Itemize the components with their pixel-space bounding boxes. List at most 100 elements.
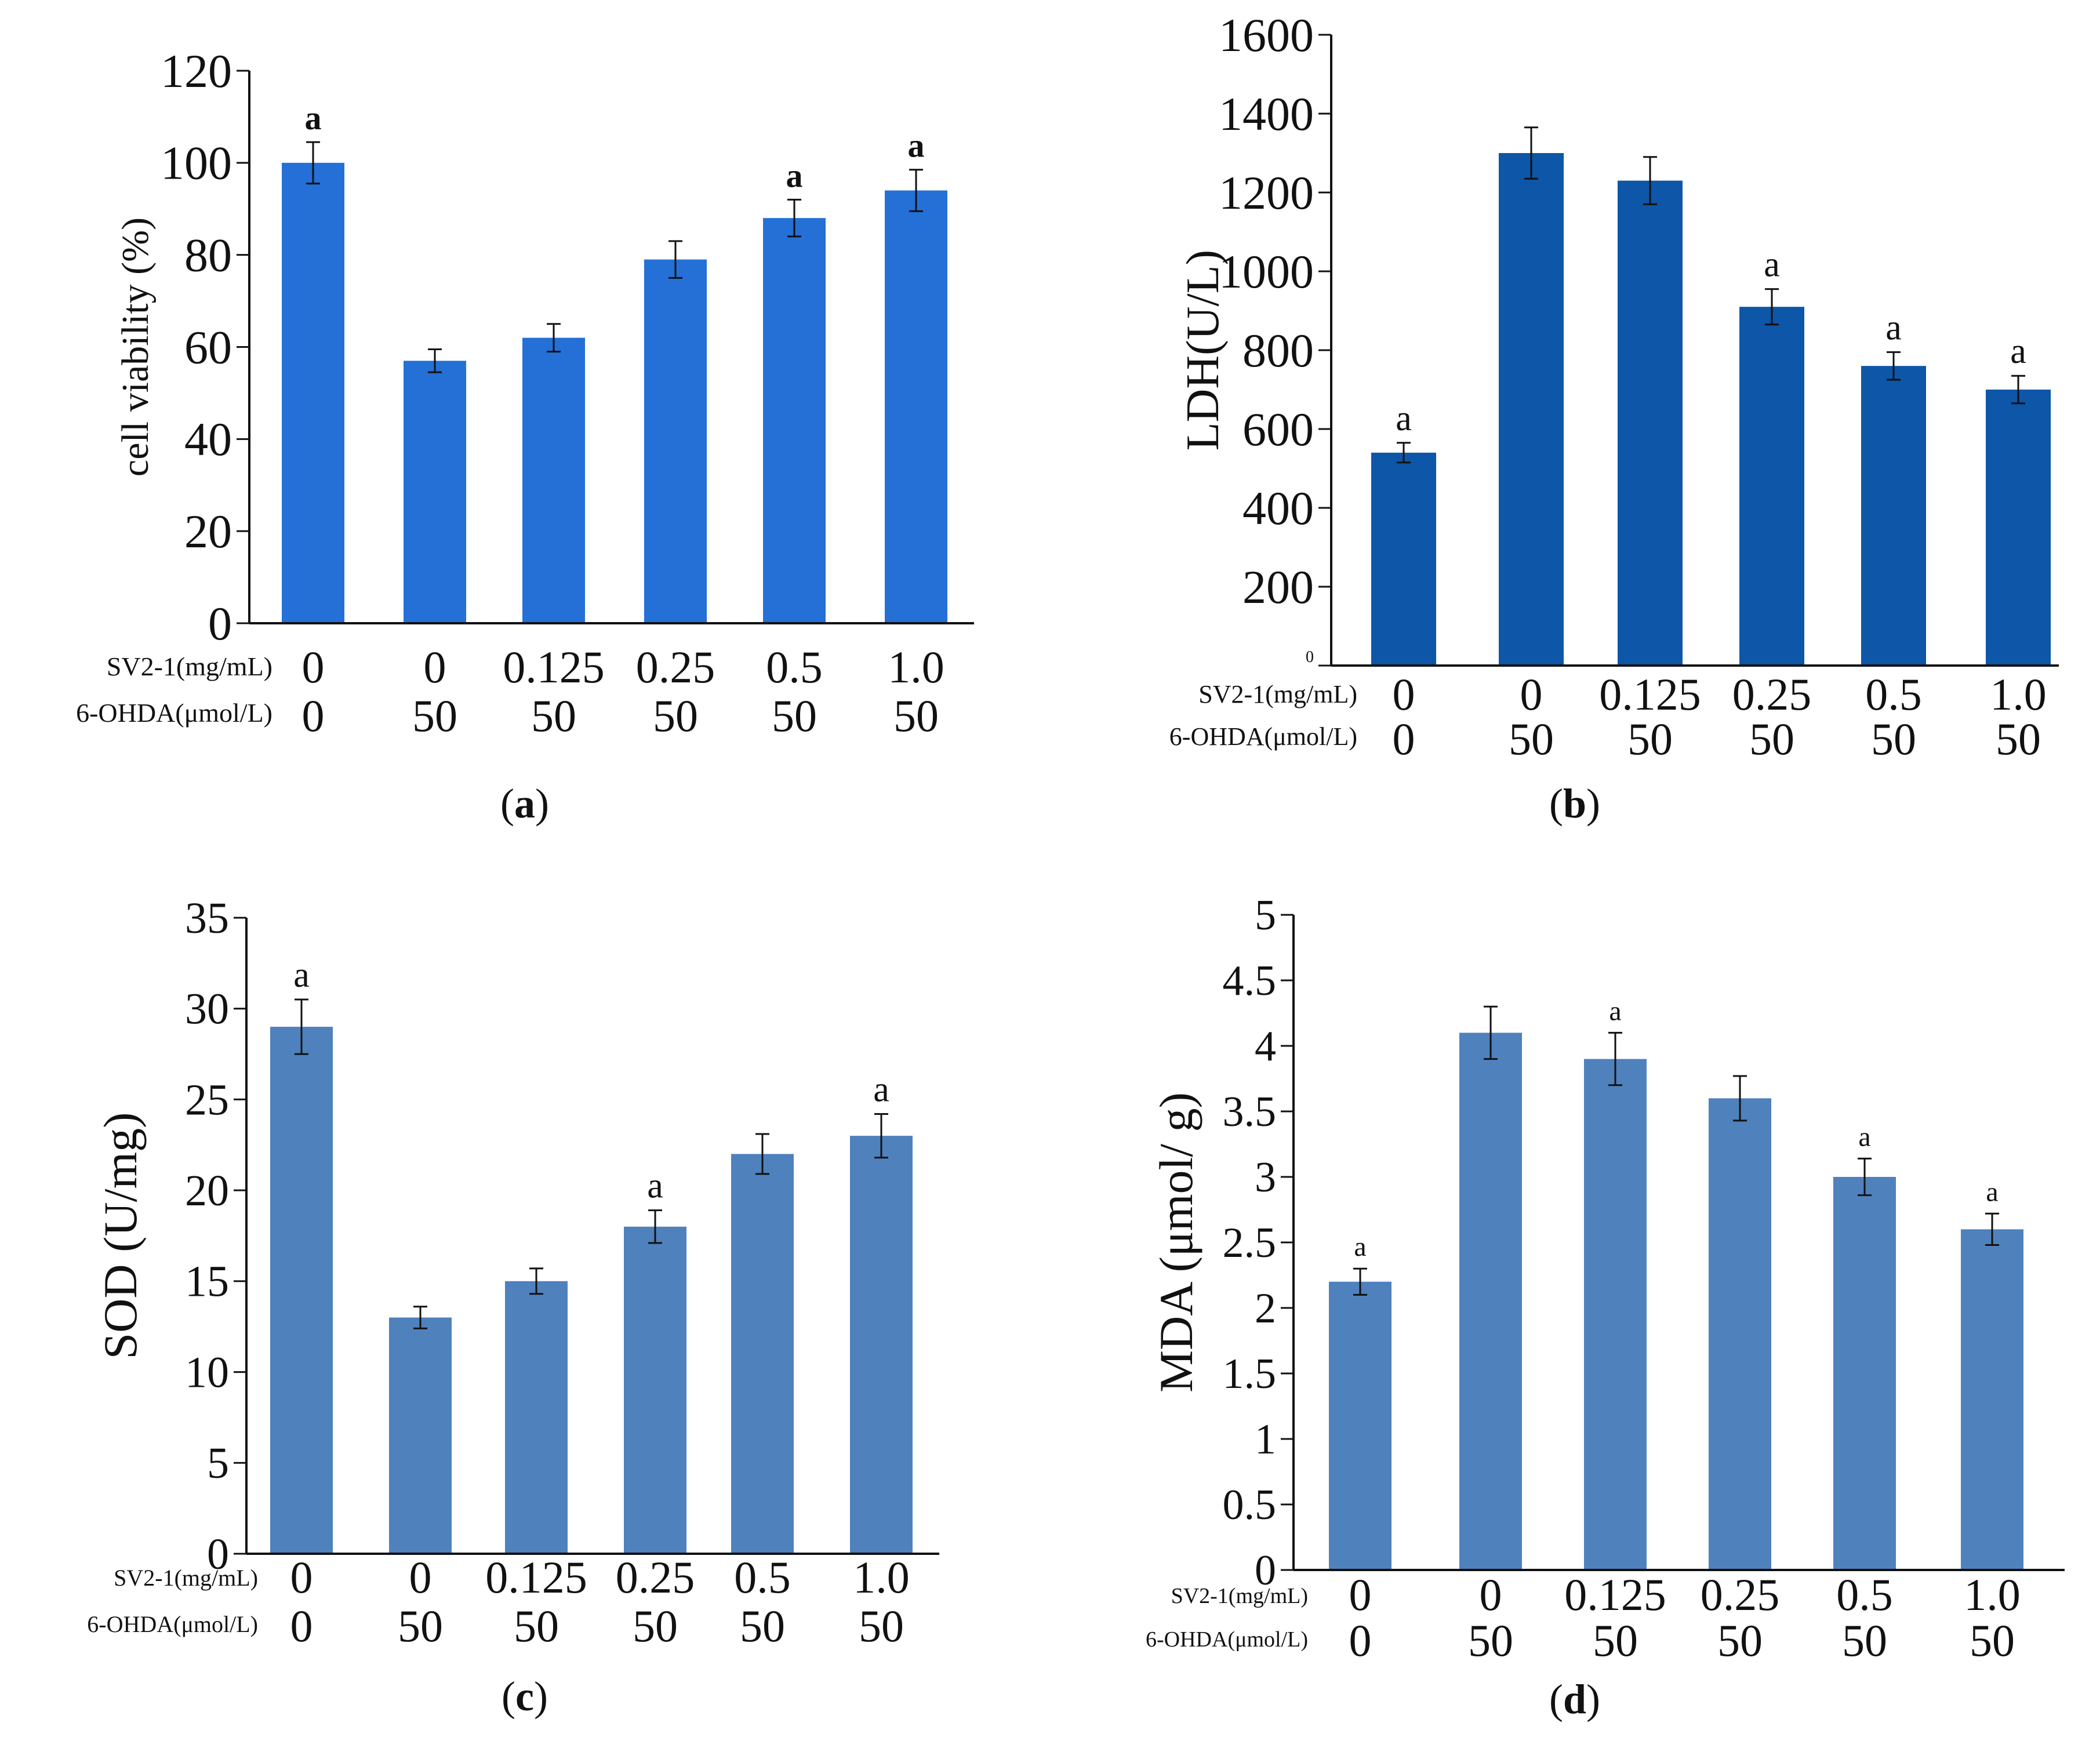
category-sv2-b-1: 0 xyxy=(1520,669,1543,719)
bar-d-1 xyxy=(1459,1033,1522,1570)
chart-panel-b: a a a a 0 200 400 600 800 1000 1200 1400 1600 LDH(U/L… xyxy=(1050,0,2100,870)
row-label-6ohda-d: 6-OHDA(μmol/L) xyxy=(1146,1627,1308,1652)
y-tick-label-b-1: 200 xyxy=(1242,561,1314,613)
y-tick-label-a-4: 80 xyxy=(184,229,232,282)
significance-label-d-2: a xyxy=(1609,995,1621,1026)
y-tick-label-b-5: 1000 xyxy=(1219,245,1314,298)
y-tick-label-d-1: 0.5 xyxy=(1223,1481,1277,1529)
y-tick-label-d-2: 1 xyxy=(1255,1416,1276,1463)
significance-label-c-5: a xyxy=(873,1070,889,1110)
category-sv2-b-2: 0.125 xyxy=(1599,669,1701,719)
category-6ohda-c-1: 50 xyxy=(398,1601,443,1651)
category-6ohda-c-5: 50 xyxy=(859,1601,904,1651)
bar-b-5 xyxy=(1986,390,2051,666)
bar-c-1 xyxy=(389,1317,452,1554)
y-tick-label-d-6: 3 xyxy=(1255,1154,1276,1201)
panel-label-b: (b) xyxy=(1549,780,1600,827)
bar-d-2 xyxy=(1584,1059,1647,1570)
significance-label-b-3: a xyxy=(1764,245,1780,285)
bar-b-4 xyxy=(1861,366,1926,666)
category-6ohda-d-1: 50 xyxy=(1468,1615,1513,1666)
y-tick-label-b-0: 0 xyxy=(1306,648,1314,666)
significance-label-b-4: a xyxy=(1885,308,1902,347)
significance-label-c-0: a xyxy=(293,955,310,995)
y-tick-label-b-7: 1400 xyxy=(1219,88,1314,140)
category-6ohda-a-2: 50 xyxy=(531,690,576,741)
category-sv2-d-0: 0 xyxy=(1349,1569,1372,1620)
category-6ohda-b-4: 50 xyxy=(1871,714,1916,764)
category-6ohda-c-4: 50 xyxy=(740,1601,785,1651)
y-tick-label-d-4: 2 xyxy=(1255,1285,1276,1332)
category-sv2-d-1: 0 xyxy=(1480,1569,1502,1620)
y-tick-label-a-3: 60 xyxy=(184,321,232,373)
bar-a-2 xyxy=(522,337,585,623)
bar-b-3 xyxy=(1739,307,1804,666)
bar-a-4 xyxy=(763,218,826,624)
category-sv2-c-1: 0 xyxy=(409,1552,432,1602)
bar-a-1 xyxy=(404,361,466,623)
category-6ohda-b-2: 50 xyxy=(1627,714,1673,764)
significance-label-a-0: a xyxy=(305,99,322,137)
bar-c-0 xyxy=(270,1027,333,1554)
y-tick-label-b-4: 800 xyxy=(1242,324,1314,377)
y-tick-label-c-1: 5 xyxy=(207,1439,229,1488)
y-tick-label-c-5: 25 xyxy=(185,1075,229,1124)
bar-b-2 xyxy=(1618,180,1683,666)
category-sv2-b-4: 0.5 xyxy=(1865,669,1922,719)
category-sv2-a-2: 0.125 xyxy=(503,642,605,692)
panel-label-a: (a) xyxy=(500,780,549,827)
y-tick-label-a-6: 120 xyxy=(161,45,232,97)
category-6ohda-b-5: 50 xyxy=(1996,714,2041,764)
category-sv2-d-2: 0.125 xyxy=(1564,1569,1666,1620)
category-sv2-d-4: 0.5 xyxy=(1836,1569,1893,1620)
significance-label-b-5: a xyxy=(2010,332,2026,371)
y-tick-label-a-2: 40 xyxy=(184,413,232,466)
y-tick-label-c-0: 0 xyxy=(207,1530,229,1579)
category-6ohda-b-3: 50 xyxy=(1749,714,1794,764)
category-6ohda-a-3: 50 xyxy=(653,690,698,741)
bar-d-5 xyxy=(1961,1229,2023,1570)
chart-panel-a: a a a 0 20 40 60 80 100 120 cell viability (%) SV2-… xyxy=(0,0,1050,870)
bar-c-5 xyxy=(850,1136,913,1554)
category-6ohda-d-5: 50 xyxy=(1970,1615,2015,1666)
category-6ohda-c-3: 50 xyxy=(633,1601,678,1651)
chart-a-svg: a a a 0 20 40 60 80 100 120 cell viability (%) SV2-… xyxy=(76,45,974,827)
panel-label-d: (d) xyxy=(1549,1676,1600,1722)
y-tick-label-d-8: 4 xyxy=(1255,1023,1276,1070)
category-sv2-a-0: 0 xyxy=(302,642,325,692)
y-tick-label-d-10: 5 xyxy=(1255,892,1276,939)
category-6ohda-b-0: 0 xyxy=(1393,714,1415,764)
row-label-6ohda-c: 6-OHDA(μmol/L) xyxy=(87,1611,258,1637)
bar-c-3 xyxy=(624,1226,686,1554)
category-6ohda-a-1: 50 xyxy=(412,690,457,741)
category-6ohda-d-2: 50 xyxy=(1593,1615,1638,1666)
category-6ohda-d-0: 0 xyxy=(1349,1615,1372,1666)
significance-label-d-5: a xyxy=(1986,1176,1998,1207)
category-6ohda-a-4: 50 xyxy=(772,690,817,741)
y-tick-label-d-5: 2.5 xyxy=(1223,1219,1277,1267)
row-label-sv2-b: SV2-1(mg/mL) xyxy=(1198,680,1357,708)
category-6ohda-d-3: 50 xyxy=(1717,1615,1763,1666)
bar-a-0 xyxy=(282,162,344,623)
chart-b-svg: a a a a 0 200 400 600 800 1000 1200 1400 1600 LDH(U/L… xyxy=(1169,9,2059,827)
bar-d-3 xyxy=(1709,1098,1771,1570)
y-tick-label-c-3: 15 xyxy=(185,1257,229,1306)
chart-panel-c: a a a 0 5 10 15 20 25 30 35 SOD (U/mg) SV2-1(mg/mL) 6… xyxy=(0,870,1050,1741)
significance-label-c-3: a xyxy=(647,1166,663,1206)
category-sv2-b-5: 1.0 xyxy=(1990,669,2047,719)
bar-d-0 xyxy=(1329,1281,1391,1570)
y-tick-label-d-3: 1.5 xyxy=(1223,1350,1277,1398)
category-sv2-b-3: 0.25 xyxy=(1732,669,1812,719)
category-sv2-a-3: 0.25 xyxy=(636,642,715,692)
y-tick-label-c-4: 20 xyxy=(185,1166,229,1215)
row-label-6ohda-a: 6-OHDA(μmol/L) xyxy=(76,698,273,728)
row-label-sv2-a: SV2-1(mg/mL) xyxy=(107,652,273,681)
panel-label-c: (c) xyxy=(502,1673,548,1720)
significance-label-d-0: a xyxy=(1354,1231,1366,1262)
y-tick-label-b-6: 1200 xyxy=(1219,166,1314,219)
category-6ohda-c-0: 0 xyxy=(290,1601,313,1651)
category-sv2-a-1: 0 xyxy=(424,642,446,692)
category-6ohda-a-0: 0 xyxy=(302,690,325,741)
row-label-6ohda-b: 6-OHDA(μmol/L) xyxy=(1169,722,1357,751)
category-sv2-d-5: 1.0 xyxy=(1964,1569,2021,1620)
